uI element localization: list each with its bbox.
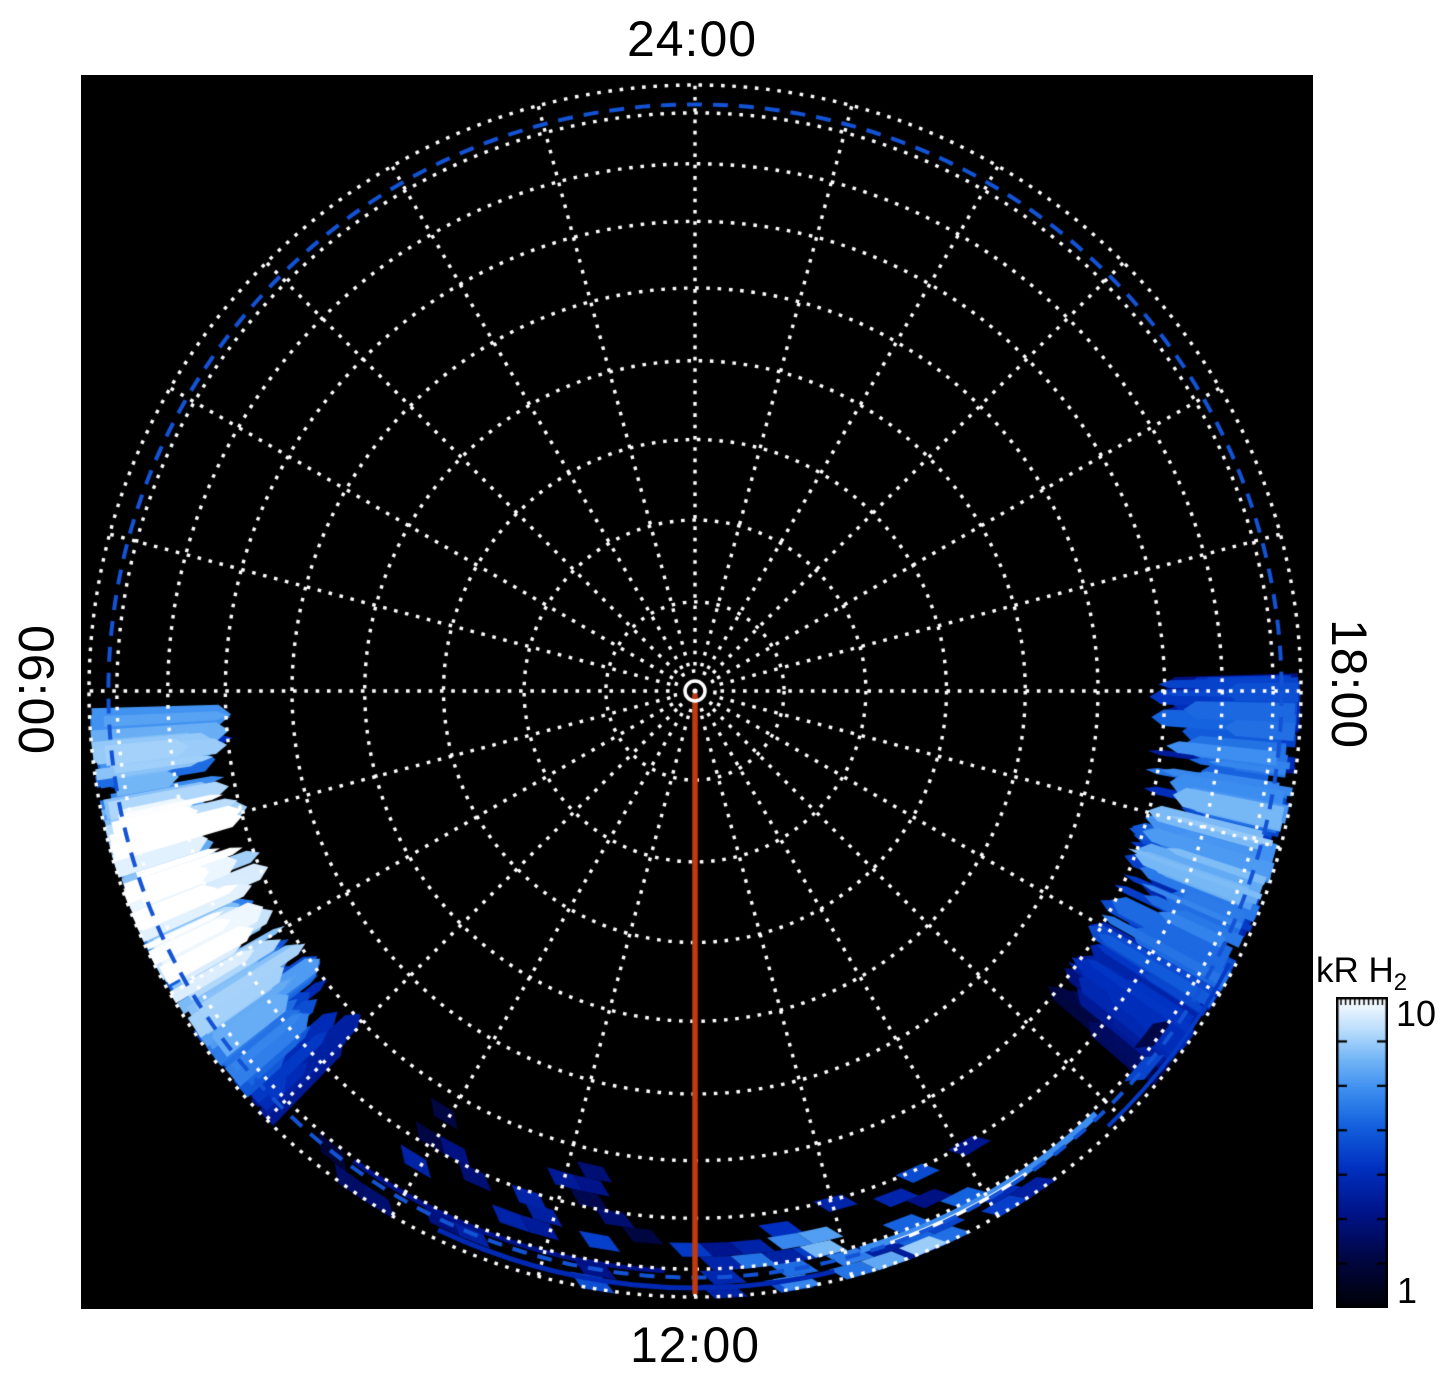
- colorbar-title-sub: 2: [1393, 969, 1408, 996]
- colorbar-gradient: [1336, 997, 1388, 1308]
- colorbar-max-label: 10: [1396, 993, 1437, 1034]
- axis-label-1800: 18:00: [1321, 618, 1377, 750]
- colorbar-title: kR H2: [1316, 951, 1407, 997]
- axis-label-2400: 24:00: [626, 11, 758, 67]
- axis-label-0600: 06:00: [8, 624, 64, 756]
- polar-aurora-map: [81, 75, 1313, 1309]
- colorbar-title-main: kR H: [1316, 951, 1394, 990]
- colorbar-min-label: 1: [1397, 1270, 1418, 1311]
- axis-label-1200: 12:00: [629, 1317, 761, 1373]
